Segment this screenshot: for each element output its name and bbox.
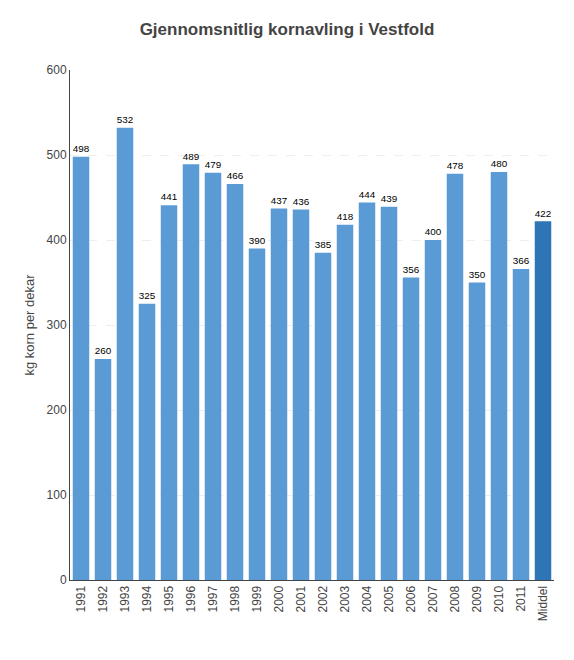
svg-text:Middel: Middel: [536, 586, 550, 621]
svg-text:441: 441: [161, 191, 178, 202]
svg-text:1998: 1998: [228, 585, 242, 612]
svg-text:2011: 2011: [514, 585, 528, 611]
svg-text:2003: 2003: [338, 585, 352, 612]
svg-text:kg korn per dekar: kg korn per dekar: [22, 274, 37, 376]
svg-text:2002: 2002: [316, 585, 330, 612]
svg-text:1992: 1992: [96, 585, 110, 612]
svg-text:200: 200: [47, 403, 67, 417]
svg-text:444: 444: [359, 189, 376, 200]
svg-text:1995: 1995: [162, 585, 176, 612]
svg-text:1999: 1999: [250, 585, 264, 612]
svg-text:418: 418: [337, 211, 354, 222]
svg-text:422: 422: [535, 208, 551, 219]
svg-text:1996: 1996: [184, 585, 198, 612]
svg-text:489: 489: [183, 151, 200, 162]
svg-text:100: 100: [47, 488, 67, 502]
svg-text:1991: 1991: [74, 585, 88, 612]
svg-text:1994: 1994: [140, 585, 154, 612]
svg-text:437: 437: [271, 195, 287, 206]
svg-text:479: 479: [205, 159, 222, 170]
svg-text:2005: 2005: [382, 585, 396, 612]
svg-text:366: 366: [513, 255, 530, 266]
svg-text:260: 260: [95, 345, 112, 356]
svg-text:2010: 2010: [492, 585, 506, 612]
svg-text:325: 325: [139, 290, 156, 301]
svg-text:2000: 2000: [272, 585, 286, 612]
svg-text:2004: 2004: [360, 585, 374, 612]
svg-text:2007: 2007: [426, 585, 440, 612]
svg-text:498: 498: [73, 143, 90, 154]
svg-text:390: 390: [249, 235, 266, 246]
svg-text:500: 500: [47, 148, 67, 162]
svg-text:439: 439: [381, 193, 398, 204]
svg-text:385: 385: [315, 239, 332, 250]
svg-text:2006: 2006: [404, 585, 418, 612]
svg-text:1993: 1993: [118, 585, 132, 612]
svg-text:2008: 2008: [448, 585, 462, 612]
svg-text:356: 356: [403, 264, 420, 275]
svg-text:300: 300: [47, 318, 67, 332]
svg-text:350: 350: [469, 269, 486, 280]
svg-text:400: 400: [47, 233, 67, 247]
svg-text:0: 0: [60, 573, 67, 587]
svg-text:1997: 1997: [206, 585, 220, 612]
svg-text:600: 600: [47, 63, 67, 77]
svg-text:2001: 2001: [294, 585, 308, 612]
svg-text:480: 480: [491, 158, 508, 169]
svg-text:436: 436: [293, 196, 310, 207]
svg-text:466: 466: [227, 170, 244, 181]
svg-text:2009: 2009: [470, 585, 484, 612]
svg-text:532: 532: [117, 114, 133, 125]
svg-text:478: 478: [447, 160, 464, 171]
svg-text:Gjennomsnitlig kornavling i Ve: Gjennomsnitlig kornavling i Vestfold: [140, 20, 435, 39]
svg-text:400: 400: [425, 226, 442, 237]
